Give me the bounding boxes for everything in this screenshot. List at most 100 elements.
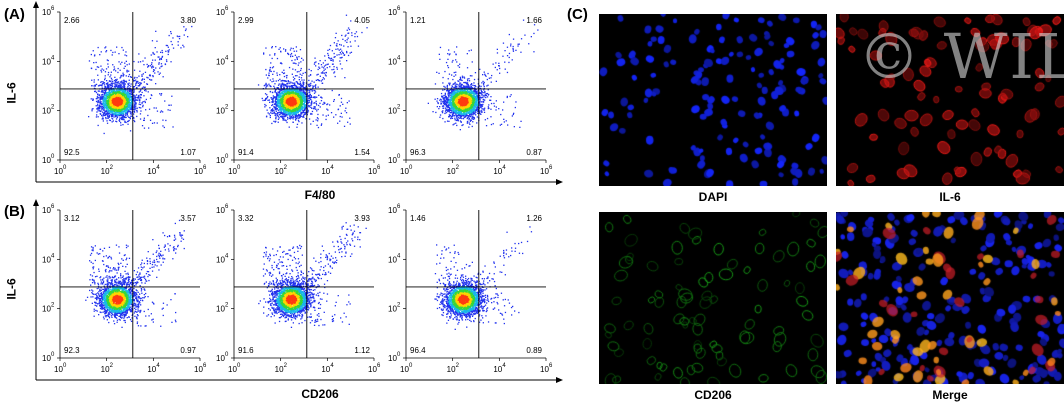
scatter-point — [185, 28, 187, 30]
scatter-point — [115, 93, 117, 95]
scatter-point — [127, 75, 130, 78]
scatter-point — [100, 65, 102, 67]
scatter-point — [117, 96, 120, 98]
scatter-point — [286, 111, 288, 113]
scatter-point — [112, 81, 114, 83]
scatter-point — [140, 97, 142, 99]
scatter-point — [121, 46, 123, 49]
scatter-point — [119, 83, 121, 85]
scatter-point — [299, 99, 301, 101]
scatter-point — [274, 100, 276, 102]
scatter-point — [307, 94, 309, 97]
scatter-point — [297, 93, 299, 96]
scatter-point — [113, 106, 115, 108]
scatter-point — [284, 50, 287, 52]
scatter-point — [304, 105, 306, 108]
scatter-point — [127, 96, 129, 98]
scatter-point — [285, 90, 287, 93]
scatter-point — [121, 105, 124, 107]
scatter-point — [327, 103, 329, 105]
scatter-point — [318, 80, 321, 82]
scatter-point — [307, 110, 310, 112]
scatter-point — [282, 113, 285, 115]
scatter-point — [125, 116, 127, 119]
scatter-point — [300, 84, 302, 87]
scatter-point — [111, 85, 113, 87]
scatter-point — [296, 57, 298, 59]
scatter-point — [102, 114, 104, 116]
scatter-point — [115, 79, 118, 82]
scatter-point — [285, 49, 287, 51]
scatter-point — [134, 95, 136, 97]
scatter-point — [115, 108, 117, 110]
scatter-point — [331, 69, 333, 71]
scatter-point — [301, 96, 303, 98]
scatter-point — [117, 87, 119, 89]
scatter-point — [346, 102, 348, 104]
scatter-point — [99, 110, 101, 113]
scatter-point — [289, 87, 291, 89]
scatter-point — [116, 114, 118, 116]
x-tick-label: 10 — [101, 167, 110, 176]
scatter-point — [333, 52, 335, 55]
scatter-point — [122, 116, 124, 118]
scatter-point — [272, 73, 274, 75]
scatter-point — [341, 50, 343, 52]
scatter-point — [118, 97, 121, 99]
scatter-point — [293, 111, 295, 114]
scatter-point — [278, 83, 280, 85]
scatter-point — [108, 101, 110, 103]
scatter-point — [265, 104, 267, 107]
scatter-point — [287, 98, 290, 100]
scatter-point — [126, 87, 128, 89]
scatter-point — [317, 108, 319, 111]
scatter-point — [123, 80, 125, 82]
scatter-point — [137, 97, 139, 99]
scatter-point — [296, 75, 298, 77]
scatter-point — [284, 92, 286, 94]
scatter-point — [121, 91, 123, 93]
scatter-point — [143, 95, 145, 97]
scatter-point — [178, 38, 181, 40]
scatter-point — [145, 90, 147, 92]
scatter-point — [300, 109, 302, 111]
scatter-point — [172, 126, 174, 128]
scatter-point — [322, 62, 324, 64]
scatter-point — [103, 104, 105, 107]
scatter-point — [292, 91, 294, 93]
scatter-point — [138, 103, 140, 105]
scatter-point — [114, 103, 116, 106]
scatter-point — [146, 76, 148, 79]
scatter-point — [286, 99, 288, 101]
scatter-point — [93, 55, 96, 57]
scatter-point — [101, 106, 103, 108]
scatter-point — [295, 91, 297, 93]
y-tick-label: 10 — [388, 57, 397, 66]
scatter-point — [279, 113, 281, 116]
scatter-point — [154, 47, 156, 49]
scatter-point — [135, 105, 137, 107]
scatter-point — [280, 100, 283, 102]
scatter-point — [308, 105, 310, 107]
scatter-point — [116, 106, 118, 108]
scatter-point — [302, 94, 304, 96]
scatter-point — [126, 93, 129, 96]
scatter-point — [183, 34, 185, 36]
y-tick-exponent: 2 — [51, 105, 55, 111]
scatter-point — [276, 87, 278, 89]
scatter-point — [299, 100, 301, 102]
scatter-point — [118, 94, 120, 96]
scatter-point — [298, 83, 301, 86]
scatter-point — [104, 104, 107, 107]
scatter-point — [149, 74, 151, 76]
scatter-point — [286, 90, 288, 92]
scatter-point — [282, 80, 284, 82]
scatter-point — [315, 100, 317, 102]
scatter-point — [111, 121, 113, 123]
scatter-point — [292, 89, 294, 91]
scatter-point — [122, 100, 124, 102]
scatter-point — [121, 86, 124, 88]
scatter-point — [323, 101, 325, 104]
scatter-point — [311, 96, 313, 98]
scatter-point — [337, 108, 340, 110]
